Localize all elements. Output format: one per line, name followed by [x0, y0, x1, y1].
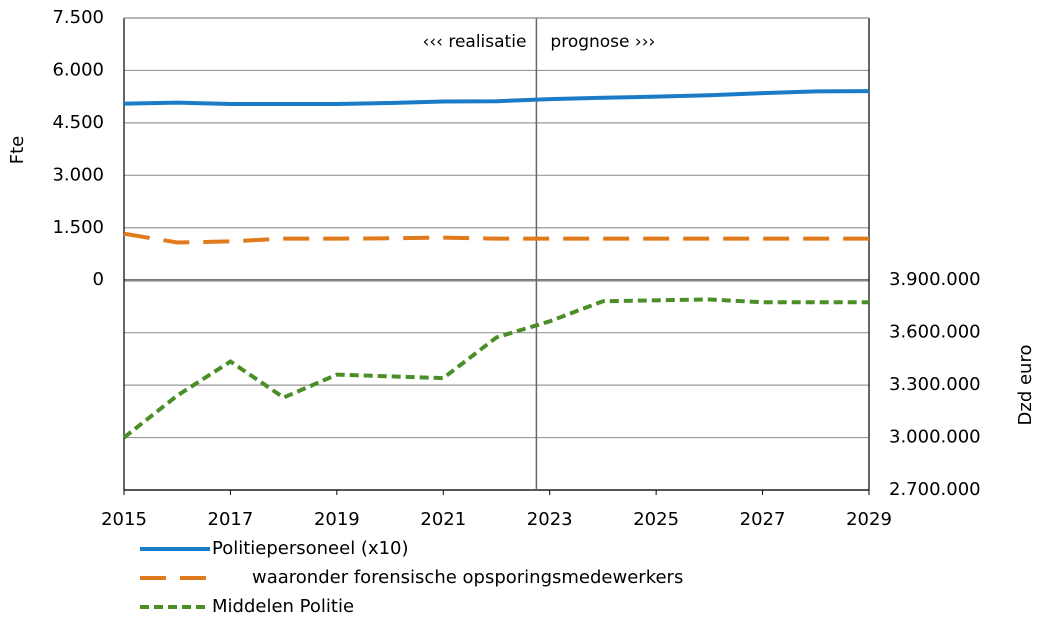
- y-tick-label: 4.500: [52, 112, 104, 133]
- annotation: prognose ›››: [550, 32, 655, 52]
- y-axis-label: Fte: [7, 136, 28, 165]
- legend-label: Middelen Politie: [212, 596, 354, 617]
- y-tick-label: 0: [93, 269, 104, 290]
- y2-axis-label: Dzd euro: [1015, 345, 1036, 426]
- annotation: ‹‹‹ realisatie: [423, 32, 527, 52]
- legend-label: Politiepersoneel (x10): [212, 538, 409, 559]
- x-tick-label: 2017: [208, 509, 254, 530]
- x-tick-label: 2023: [527, 509, 573, 530]
- y2-tick-label: 3.300.000: [889, 374, 981, 395]
- y-tick-label: 1.500: [52, 217, 104, 238]
- y2-tick-label: 3.900.000: [889, 269, 981, 290]
- x-tick-label: 2027: [740, 509, 786, 530]
- series-line: [123, 231, 869, 245]
- y-tick-label: 3.000: [52, 164, 104, 185]
- y2-tick-label: 3.000.000: [889, 427, 981, 448]
- y-tick-label: 7.500: [52, 7, 104, 28]
- y2-tick-label: 3.600.000: [889, 322, 981, 343]
- y-tick-label: 6.000: [52, 59, 104, 80]
- series-line: [123, 89, 870, 107]
- x-tick-label: 2021: [420, 509, 466, 530]
- x-tick-label: 2015: [101, 509, 147, 530]
- x-tick-label: 2029: [846, 509, 892, 530]
- series-line: [122, 297, 869, 440]
- x-tick-label: 2025: [633, 509, 679, 530]
- legend-label: waaronder forensische opsporingsmedewerk…: [252, 567, 683, 588]
- x-tick-label: 2019: [314, 509, 360, 530]
- y2-tick-label: 2.700.000: [889, 479, 981, 500]
